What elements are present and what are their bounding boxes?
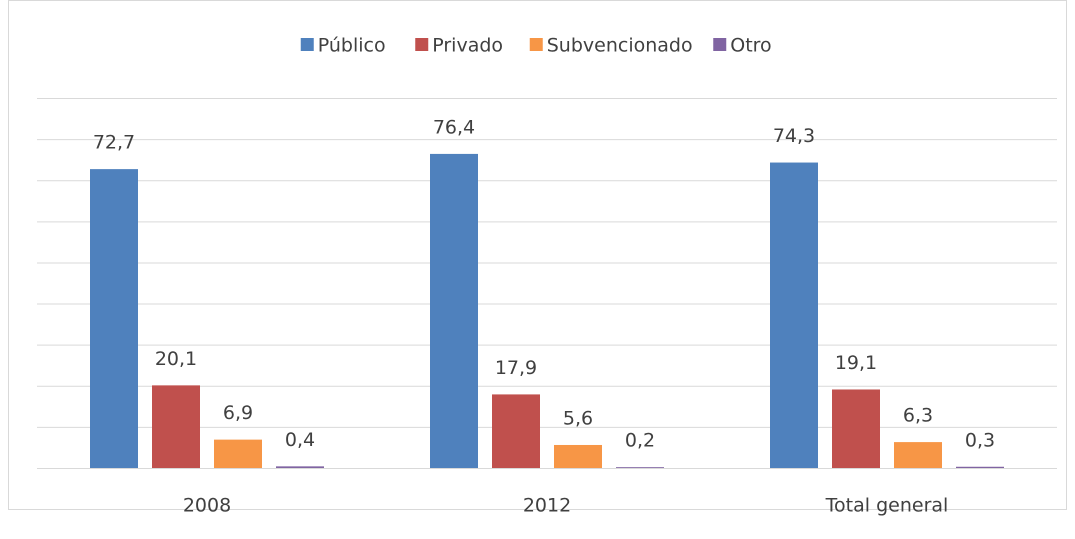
bar (214, 439, 262, 468)
bar (492, 394, 540, 468)
bar (276, 466, 324, 468)
legend-label: Privado (432, 35, 503, 57)
legend-swatch (300, 38, 314, 51)
legend-swatch (415, 38, 429, 51)
bar (894, 442, 942, 468)
bar (152, 385, 200, 468)
x-tick-label: Total general (825, 495, 949, 517)
data-label: 6,9 (223, 402, 253, 424)
data-label: 0,4 (285, 429, 315, 451)
data-label: 5,6 (563, 407, 593, 429)
data-label: 19,1 (835, 352, 877, 374)
data-label: 74,3 (773, 125, 815, 147)
bar (770, 162, 818, 469)
x-tick-label: 2012 (523, 495, 571, 517)
bar (90, 169, 138, 468)
x-tick-label: 2008 (183, 495, 231, 517)
legend-label: Subvencionado (547, 35, 693, 57)
legend-swatch (713, 38, 727, 51)
data-label: 17,9 (495, 357, 537, 379)
bar (616, 467, 664, 468)
legend-label: Otro (730, 35, 771, 57)
bar (956, 466, 1004, 468)
data-label: 20,1 (155, 348, 197, 370)
bar (430, 153, 478, 468)
data-label: 72,7 (93, 132, 135, 154)
legend-swatch (529, 38, 543, 51)
data-label: 0,3 (965, 429, 995, 451)
legend-label: Público (318, 35, 386, 57)
data-label: 76,4 (433, 116, 475, 138)
bar (554, 444, 602, 468)
data-label: 6,3 (903, 405, 933, 427)
data-label: 0,2 (625, 430, 655, 452)
bar (832, 389, 880, 468)
